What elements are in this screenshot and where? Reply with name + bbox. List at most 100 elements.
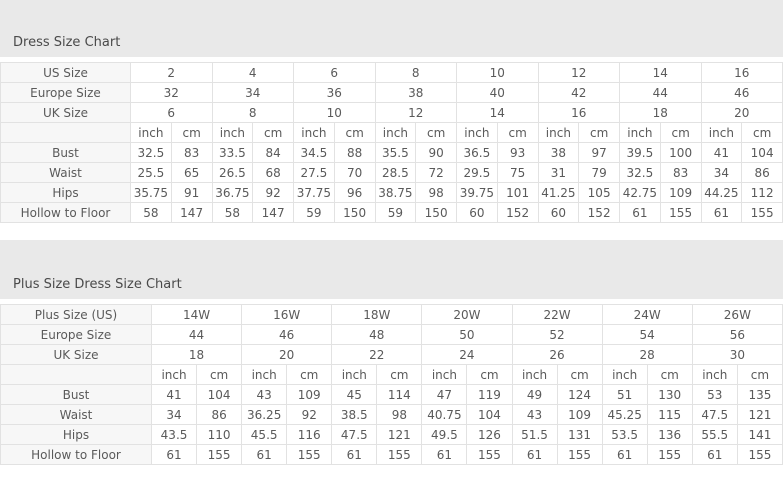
value-cell: 155 xyxy=(659,202,702,223)
value-cell: 38 xyxy=(374,82,457,103)
size-row: Plus Size (US) 14W 16W 18W 20W 22W 24W 26W xyxy=(0,304,783,325)
value-cell: 10 xyxy=(456,62,539,83)
value-cell: 45.5 xyxy=(241,424,288,445)
value-cell: 90 xyxy=(415,142,457,163)
value-cell: inch xyxy=(601,364,648,385)
value-cell: inch xyxy=(130,122,172,143)
value-cell: 45.25 xyxy=(601,404,648,425)
value-cell: 98 xyxy=(376,404,423,425)
value-cell: cm xyxy=(415,122,457,143)
value-cell: inch xyxy=(691,364,738,385)
value-cell: cm xyxy=(376,364,423,385)
value-cell: 38.5 xyxy=(331,404,378,425)
measurement-row: Hips 43.5 110 45.5 116 47.5 121 49.5 126 51.5 131 5… xyxy=(0,424,783,445)
value-cell: 6 xyxy=(130,102,213,123)
value-cell: inch xyxy=(241,364,288,385)
value-cell: cm xyxy=(286,364,333,385)
value-cell: 26W xyxy=(691,304,783,325)
value-cell: 46 xyxy=(241,324,333,345)
row-label-cell: Hollow to Floor xyxy=(0,202,131,223)
value-cell: 75 xyxy=(496,162,539,183)
value-cell: 84 xyxy=(252,142,294,163)
value-cell: 6 xyxy=(293,62,376,83)
value-cell: 155 xyxy=(466,444,513,465)
value-cell: cm xyxy=(646,364,693,385)
value-cell: 40 xyxy=(456,82,539,103)
value-cell: 100 xyxy=(659,142,702,163)
dress-size-chart-header: Dress Size Chart xyxy=(0,0,783,57)
value-cell: 14W xyxy=(150,304,243,325)
value-cell: 30 xyxy=(691,344,783,365)
value-cell: 12 xyxy=(374,102,457,123)
value-cell: 86 xyxy=(196,404,243,425)
value-cell: 155 xyxy=(646,444,693,465)
value-cell: 70 xyxy=(333,162,376,183)
value-cell: cm xyxy=(496,122,539,143)
value-cell: 18 xyxy=(619,102,702,123)
value-cell: cm xyxy=(659,122,702,143)
value-cell: 155 xyxy=(196,444,243,465)
value-cell: 121 xyxy=(736,404,783,425)
value-cell: 79 xyxy=(578,162,620,183)
value-cell: 155 xyxy=(556,444,603,465)
value-cell: 115 xyxy=(646,404,693,425)
row-label-cell: Hips xyxy=(0,182,131,203)
size-row: UK Size 6 8 10 12 14 16 18 20 xyxy=(0,102,783,123)
value-cell: 36.5 xyxy=(456,142,498,163)
value-cell: 32.5 xyxy=(619,162,661,183)
value-cell: 14 xyxy=(456,102,539,123)
value-cell: 43.5 xyxy=(150,424,198,445)
value-cell: 24W xyxy=(601,304,693,325)
value-cell: 25.5 xyxy=(130,162,172,183)
value-cell: 58 xyxy=(211,202,254,223)
value-cell: 55.5 xyxy=(691,424,738,445)
value-cell: 20W xyxy=(421,304,513,325)
row-label-cell: US Size xyxy=(0,62,131,83)
value-cell: 31 xyxy=(537,162,580,183)
value-cell: 61 xyxy=(619,202,661,223)
value-cell: 36.25 xyxy=(241,404,288,425)
value-cell: 39.75 xyxy=(456,182,498,203)
value-cell: 2 xyxy=(130,62,213,83)
value-cell: 88 xyxy=(333,142,376,163)
plus-size-chart-table: Plus Size (US) 14W 16W 18W 20W 22W 24W 26W Europ… xyxy=(0,304,783,465)
value-cell: 141 xyxy=(736,424,783,445)
value-cell: cm xyxy=(741,122,783,143)
value-cell: 65 xyxy=(170,162,213,183)
value-cell: 46 xyxy=(700,82,783,103)
value-cell: 60 xyxy=(456,202,498,223)
row-label-cell xyxy=(0,364,152,385)
value-cell: cm xyxy=(466,364,513,385)
value-cell: 131 xyxy=(556,424,603,445)
value-cell: inch xyxy=(331,364,378,385)
value-cell: 97 xyxy=(578,142,620,163)
value-cell: 34 xyxy=(211,82,294,103)
value-cell: 44.25 xyxy=(700,182,743,203)
measurement-row: Hips 35.75 91 36.75 92 37.75 96 38.75 98 39.75 101… xyxy=(0,182,783,203)
value-cell: 155 xyxy=(736,444,783,465)
value-cell: inch xyxy=(619,122,661,143)
value-cell: cm xyxy=(333,122,376,143)
value-cell: 38.75 xyxy=(374,182,417,203)
value-cell: 135 xyxy=(736,384,783,405)
row-label-cell: UK Size xyxy=(0,102,131,123)
row-label-cell: Bust xyxy=(0,142,131,163)
dress-size-chart-table: US Size 2 4 6 8 10 12 14 16 Europe Size 32 34 36 38 40… xyxy=(0,62,783,223)
size-row: Europe Size 32 34 36 38 40 42 44 46 xyxy=(0,82,783,103)
value-cell: 14 xyxy=(619,62,702,83)
value-cell: 34 xyxy=(700,162,743,183)
value-cell: inch xyxy=(511,364,558,385)
value-cell: cm xyxy=(170,122,213,143)
value-cell: 126 xyxy=(466,424,513,445)
value-cell: 61 xyxy=(150,444,198,465)
value-cell: 92 xyxy=(286,404,333,425)
value-cell: 42.75 xyxy=(619,182,661,203)
value-cell: 49 xyxy=(511,384,558,405)
measurement-row: Hollow to Floor 61 155 61 155 61 155 61 155 61 155… xyxy=(0,444,783,465)
value-cell: inch xyxy=(421,364,468,385)
value-cell: 53 xyxy=(691,384,738,405)
value-cell: 83 xyxy=(170,142,213,163)
value-cell: 50 xyxy=(421,324,513,345)
value-cell: 34.5 xyxy=(293,142,335,163)
value-cell: 16W xyxy=(241,304,333,325)
